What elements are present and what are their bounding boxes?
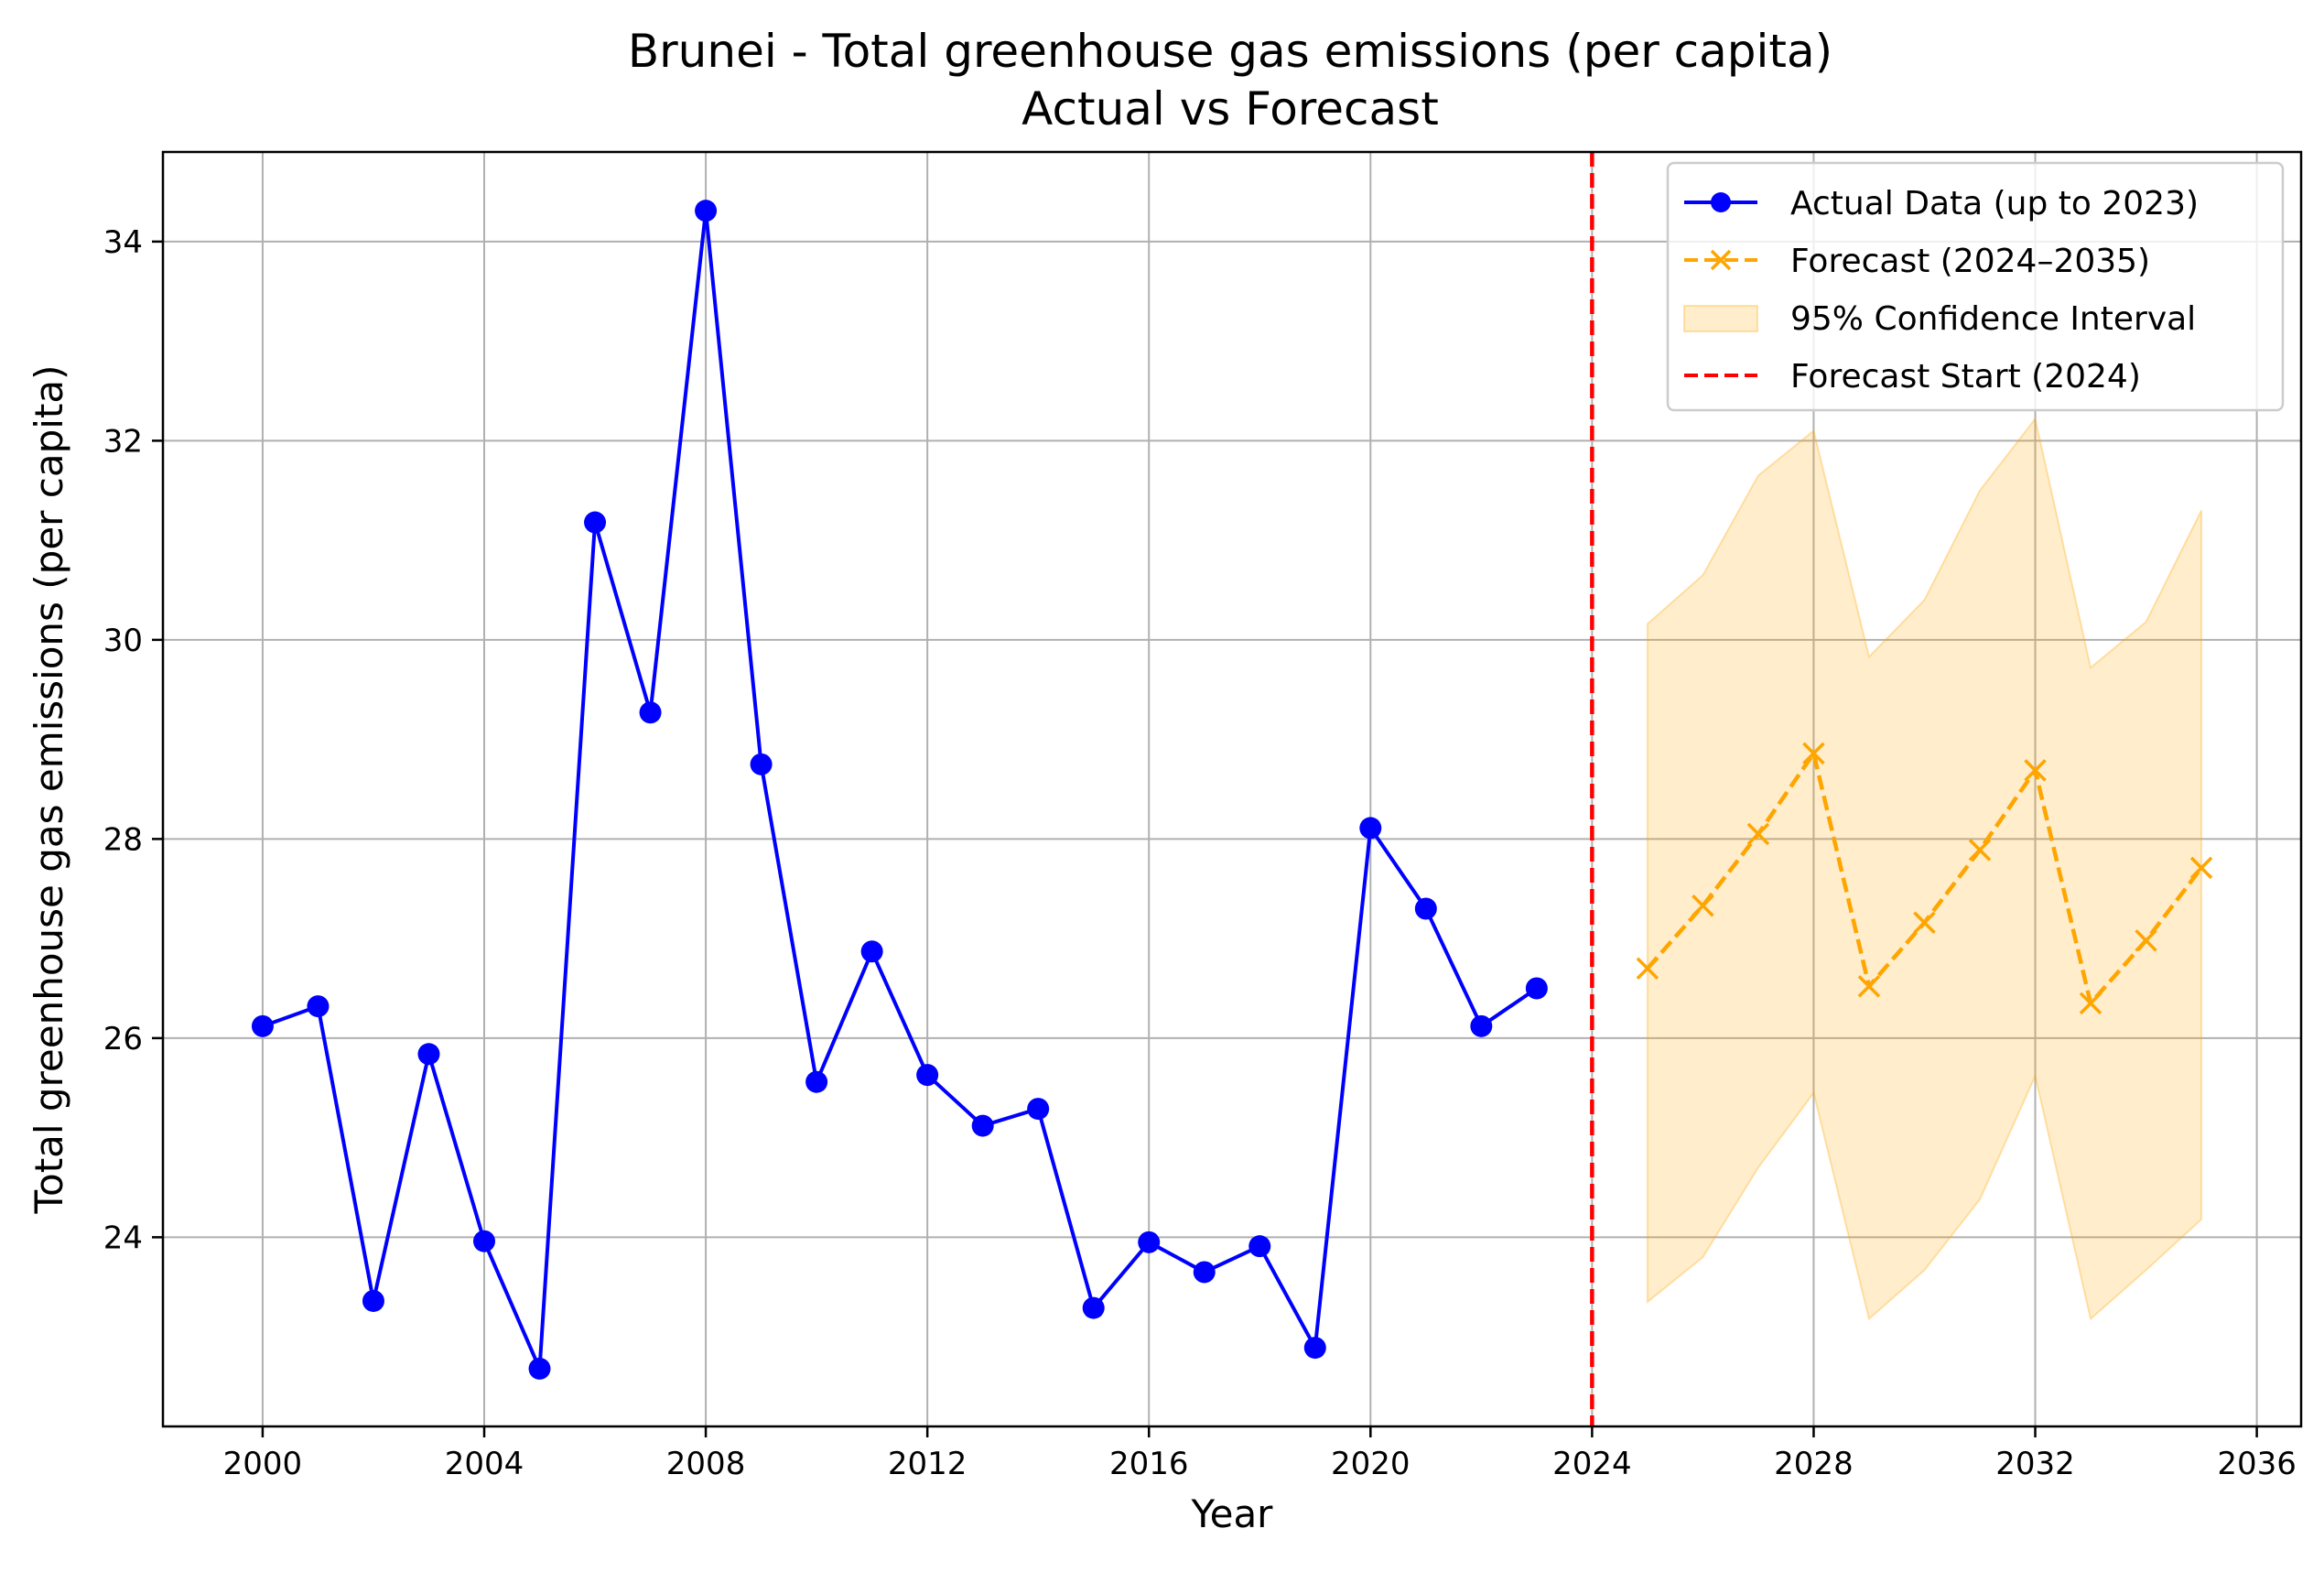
actual-data-point (1248, 1235, 1271, 1258)
actual-data-point (1082, 1296, 1105, 1319)
actual-data-point (1027, 1098, 1050, 1121)
x-tick-label: 2004 (445, 1446, 524, 1482)
x-tick-label: 2012 (888, 1446, 967, 1482)
y-axis-ticks: 24 26 28 30 32 34 (103, 224, 163, 1256)
legend-actual-label: Actual Data (up to 2023) (1790, 185, 2199, 222)
actual-data-point (1138, 1230, 1161, 1253)
y-tick-label: 34 (103, 224, 143, 261)
actual-data-point (584, 511, 607, 534)
legend: Actual Data (up to 2023) Forecast (2024–… (1666, 161, 2285, 412)
y-tick-label: 32 (103, 423, 143, 460)
y-tick-label: 28 (103, 821, 143, 858)
forecast-data-point (1636, 957, 1659, 980)
forecast-data-point (2079, 992, 2102, 1015)
x-tick-label: 2000 (223, 1446, 303, 1482)
chart-subtitle: Actual vs Forecast (1021, 82, 1439, 136)
x-tick-label: 2024 (1552, 1446, 1632, 1482)
forecast-data-point (1746, 822, 1770, 846)
legend-actual-marker (1711, 192, 1731, 212)
actual-series-line (262, 209, 1538, 1371)
actual-data-point (1193, 1261, 1216, 1284)
actual-data-point (971, 1114, 994, 1137)
actual-data-point (528, 1357, 551, 1380)
x-tick-label: 2016 (1109, 1446, 1189, 1482)
x-axis-ticks: 2000 2004 2008 2012 2016 2020 2024 2028 2032 2036 (223, 1426, 2297, 1482)
forecast-data-point (1857, 975, 1881, 998)
forecast-data-point (1913, 911, 1936, 934)
actual-data-point (362, 1289, 384, 1312)
legend-forecast-marker (1710, 249, 1732, 271)
legend-ci-label: 95% Confidence Interval (1790, 300, 2196, 338)
confidence-interval-layer (1646, 417, 2203, 1321)
chart-title: Brunei - Total greenhouse gas emissions … (628, 25, 1832, 78)
confidence-interval-band (1646, 417, 2203, 1321)
x-tick-label: 2020 (1331, 1446, 1411, 1482)
actual-data-point (1414, 897, 1437, 920)
actual-data-point (1525, 977, 1548, 1000)
actual-data-point (1470, 1014, 1493, 1037)
actual-data-point (695, 200, 718, 222)
forecast-data-point (1968, 839, 1992, 862)
actual-data-point (639, 701, 662, 724)
actual-data-point (860, 940, 883, 963)
forecast-data-point (2024, 759, 2047, 782)
y-tick-label: 30 (103, 623, 143, 659)
series-layer (251, 200, 2213, 1380)
actual-data-point (307, 995, 330, 1018)
y-tick-label: 24 (103, 1220, 143, 1256)
legend-box (1666, 161, 2285, 412)
actual-data-point (805, 1070, 828, 1093)
actual-data-point (1359, 817, 1382, 840)
x-tick-label: 2028 (1774, 1446, 1854, 1482)
actual-data-point (251, 1014, 274, 1037)
y-axis-label: Total greenhouse gas emissions (per capi… (27, 364, 71, 1214)
forecast-data-point (2189, 856, 2213, 880)
plot-frame (161, 150, 2303, 1428)
x-tick-label: 2032 (1995, 1446, 2075, 1482)
y-tick-label: 26 (103, 1021, 143, 1057)
legend-forecast-label: Forecast (2024–2035) (1790, 243, 2150, 280)
actual-data-point (750, 753, 773, 775)
forecast-data-point (2135, 929, 2157, 952)
x-tick-label: 2036 (2217, 1446, 2297, 1482)
actual-data-point (1303, 1337, 1326, 1360)
legend-ci-swatch (1683, 305, 1758, 332)
actual-data-point (916, 1064, 939, 1087)
legend-reference-label: Forecast Start (2024) (1790, 358, 2141, 396)
forecast-data-point (1802, 742, 1825, 765)
forecast-data-point (1692, 894, 1714, 917)
actual-data-point (417, 1043, 440, 1066)
x-tick-label: 2008 (666, 1446, 746, 1482)
x-axis-label: Year (1191, 1491, 1274, 1536)
actual-data-point (473, 1230, 496, 1252)
